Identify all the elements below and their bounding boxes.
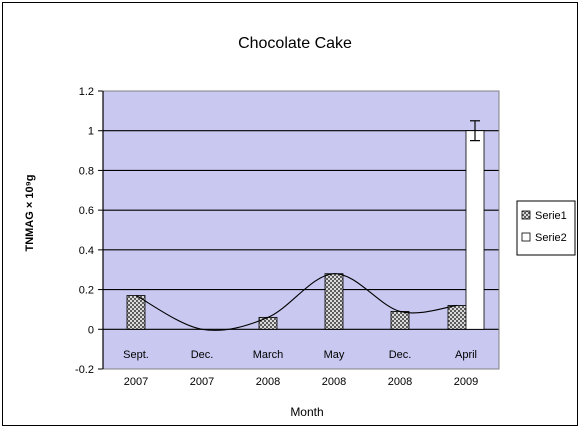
x-tick-label: May	[324, 349, 345, 361]
legend-label: Serie1	[535, 210, 567, 222]
x-tick-label: 2008	[256, 376, 280, 388]
chart-title: Chocolate Cake	[238, 35, 352, 52]
bar-serie1	[447, 305, 467, 330]
x-tick-label: 2008	[388, 376, 412, 388]
legend: Serie1 Serie2	[516, 200, 576, 256]
x-tick-label: 2008	[322, 376, 346, 388]
legend-box	[516, 200, 576, 256]
plot-background	[103, 91, 499, 369]
x-tick-label: Dec.	[389, 349, 412, 361]
y-axis-label: TNMAG × 10⁹g	[24, 174, 36, 251]
bar-serie2	[465, 130, 485, 330]
y-tick-label: -0.2	[75, 364, 94, 376]
legend-label: Serie2	[535, 232, 567, 244]
x-tick-label: 2009	[454, 376, 478, 388]
y-tick-label: 0.4	[79, 245, 94, 257]
plot-area: -0.2 0 0.2 0.4 0.6 0.8 1 1.2 Sept. 2007 Dec. 2007 Ma…	[75, 86, 500, 388]
chart: Chocolate Cake -0.2 0 0.2 0.4 0.6 0.8 1 1.2 Sept…	[24, 35, 576, 419]
y-tick-label: 0.8	[79, 165, 94, 177]
x-tick-label: April	[455, 349, 477, 361]
bar-serie1	[390, 311, 410, 330]
x-axis-label: Month	[290, 405, 323, 419]
x-tick-label: Sept.	[123, 349, 149, 361]
x-tick-label: Dec.	[191, 349, 214, 361]
chart-frame: Chocolate Cake -0.2 0 0.2 0.4 0.6 0.8 1 1.2 Sept…	[2, 2, 578, 426]
x-tick-label: 2007	[190, 376, 214, 388]
bar-serie1	[126, 295, 146, 330]
y-tick-label: 1	[88, 126, 94, 138]
legend-swatch	[521, 232, 531, 242]
y-tick-label: 0.2	[79, 285, 94, 297]
x-tick-label: March	[253, 349, 284, 361]
y-tick-label: 1.2	[79, 86, 94, 98]
x-tick-label: 2007	[124, 376, 148, 388]
bar-serie1	[258, 316, 278, 330]
y-tick-label: 0	[88, 324, 94, 336]
y-tick-label: 0.6	[79, 205, 94, 217]
legend-swatch	[521, 210, 531, 220]
trendline	[135, 273, 458, 331]
bar-serie1	[324, 273, 344, 330]
